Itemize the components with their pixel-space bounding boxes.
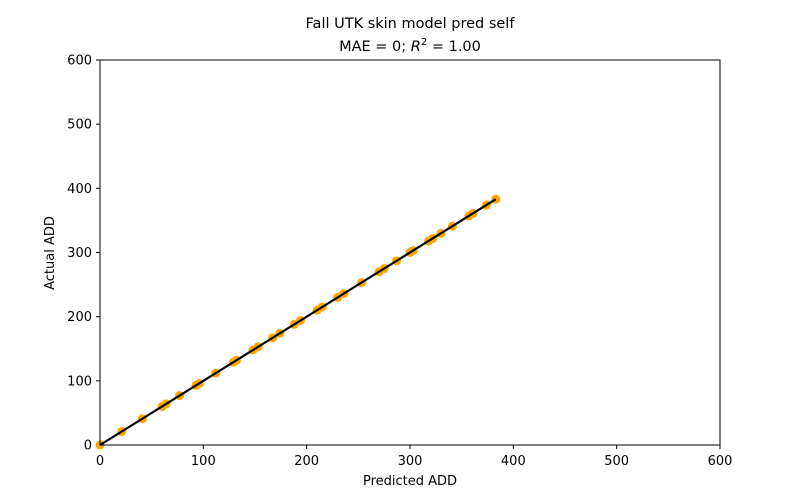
r2-symbol: R — [411, 39, 421, 55]
y-tick-label: 400 — [67, 182, 92, 197]
fit-line-layer — [99, 198, 497, 446]
x-tick-label: 0 — [96, 454, 104, 469]
y-tick-label: 200 — [67, 310, 92, 325]
chart-title: Fall UTK skin model pred self — [306, 16, 516, 32]
x-tick-label: 300 — [398, 454, 423, 469]
y-tick-label: 500 — [67, 118, 92, 133]
mae-text: MAE = 0; — [339, 39, 411, 55]
x-tick-label: 100 — [191, 454, 216, 469]
x-tick-label: 600 — [708, 454, 733, 469]
y-tick-label: 600 — [67, 54, 92, 69]
y-axis-label: Actual ADD — [43, 216, 58, 290]
y-tick-label: 100 — [67, 374, 92, 389]
plot-area-frame — [99, 59, 721, 446]
x-tick-label: 200 — [294, 454, 319, 469]
y-tick-label: 0 — [84, 439, 92, 454]
x-axis-label: Predicted ADD — [363, 474, 457, 489]
chart-subtitle: MAE = 0; R2 = 1.00 — [339, 37, 481, 55]
x-tick-label: 500 — [604, 454, 629, 469]
x-axis-ticks: 0 100 200 300 400 500 600 — [96, 445, 733, 469]
y-axis-ticks: 0 100 200 300 400 500 600 — [67, 54, 100, 454]
x-tick-label: 400 — [501, 454, 526, 469]
fit-line — [99, 198, 497, 446]
y-tick-label: 300 — [67, 246, 92, 261]
r2-exponent: 2 — [421, 37, 427, 48]
r2-value: = 1.00 — [427, 39, 481, 55]
